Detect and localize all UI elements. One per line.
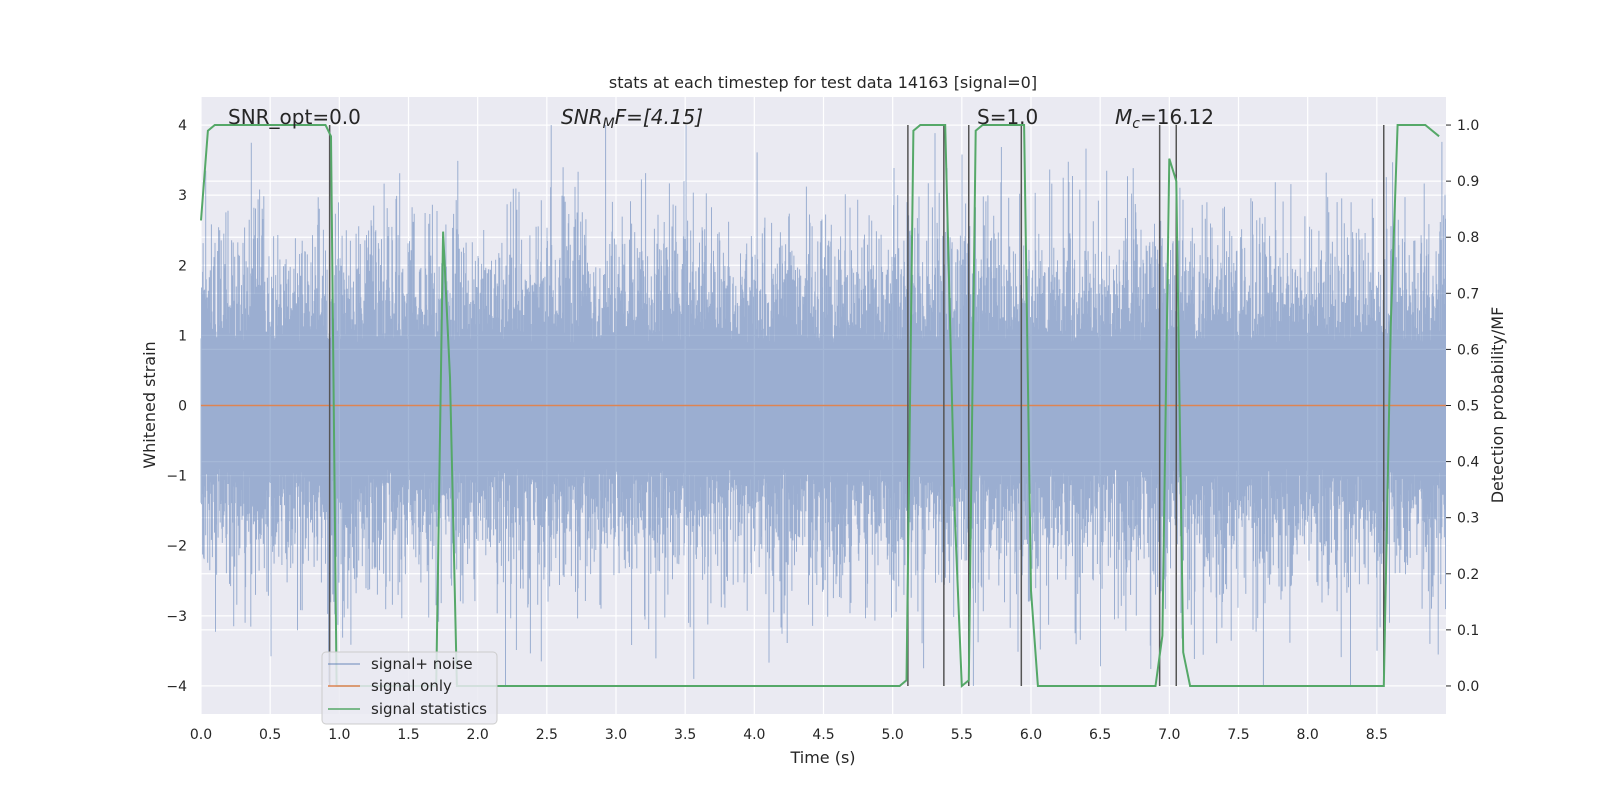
legend-label-noise: signal+ noise [371, 655, 473, 673]
y-tick-label: 0 [178, 399, 187, 415]
annotation-snr-mf: SNRMF=[4.15] [561, 105, 703, 132]
y2-tick-label: 0.6 [1457, 342, 1479, 358]
y2-tick-label: 0.4 [1457, 455, 1479, 471]
y-axis-label: Whitened strain [140, 341, 159, 468]
x-tick-label: 8.0 [1297, 727, 1319, 743]
y-tick-label: −2 [166, 539, 187, 555]
y2-axis-label: Detection probability/MF [1488, 307, 1507, 504]
y-tick-label: 4 [178, 118, 187, 134]
y2-tick-label: 0.8 [1457, 230, 1479, 246]
y-tick-label: −4 [166, 679, 187, 695]
x-tick-label: 6.5 [1089, 727, 1111, 743]
annotation-snr-opt: SNR_opt=0.0 [228, 105, 361, 129]
x-tick-label: 0.5 [259, 727, 281, 743]
x-tick-label: 1.0 [328, 727, 350, 743]
y-tick-label: −3 [166, 609, 187, 625]
mc-sub: c [1132, 116, 1140, 132]
y-tick-label: −1 [166, 469, 187, 485]
y-tick-label: 2 [178, 258, 187, 274]
x-tick-label: 8.5 [1366, 727, 1388, 743]
noise-trace [200, 125, 1446, 686]
y2-tick-label: 0.5 [1457, 399, 1479, 415]
legend-label-stats: signal statistics [371, 700, 487, 718]
y2-tick-label: 0.1 [1457, 623, 1479, 639]
x-tick-label: 5.5 [951, 727, 973, 743]
legend-box [321, 651, 498, 725]
x-tick-label: 4.0 [743, 727, 765, 743]
y-tick-label: 1 [178, 328, 187, 344]
y2-tick-label: 0.0 [1457, 679, 1479, 695]
snr-mf-sub: M [603, 116, 615, 132]
x-tick-label: 3.5 [674, 727, 696, 743]
chart-title: stats at each timestep for test data 141… [609, 73, 1037, 92]
y2-tick-label: 0.9 [1457, 174, 1479, 190]
x-tick-label: 2.0 [467, 727, 489, 743]
x-tick-label: 7.0 [1158, 727, 1180, 743]
x-axis-ticks: 0.0 0.5 1.0 1.5 2.0 2.5 3.0 3.5 4.0 4.5 5.0 5.5 6.0 6… [190, 727, 1388, 743]
y2-tick-label: 1.0 [1457, 118, 1479, 134]
mc-rest: =16.12 [1140, 105, 1214, 129]
mc-main: M [1115, 105, 1132, 129]
x-tick-label: 0.0 [190, 727, 212, 743]
x-tick-label: 6.0 [1020, 727, 1042, 743]
signal-noise-series [200, 125, 1446, 686]
annotation-s: S=1.0 [977, 105, 1038, 129]
x-tick-label: 7.5 [1227, 727, 1249, 743]
x-axis-label: Time (s) [789, 748, 855, 767]
x-tick-label: 5.0 [882, 727, 904, 743]
snr-mf-rest: F=[4.15] [615, 105, 703, 129]
y-axis-ticks: 4 3 2 1 0 −1 −2 −3 −4 [166, 118, 187, 695]
x-tick-label: 2.5 [536, 727, 558, 743]
x-tick-label: 4.5 [812, 727, 834, 743]
y2-tick-label: 0.7 [1457, 286, 1479, 302]
legend: signal+ noise signal only signal statist… [321, 651, 498, 725]
y2-tick-label: 0.2 [1457, 567, 1479, 583]
y-tick-label: 3 [178, 188, 187, 204]
y2-axis-ticks: 1.0 0.9 0.8 0.7 0.6 0.5 0.4 0.3 0.2 0.1 0.0 [1446, 118, 1479, 695]
x-tick-label: 1.5 [397, 727, 419, 743]
snr-mf-main: SNR [561, 105, 603, 129]
y2-tick-label: 0.3 [1457, 511, 1479, 527]
x-tick-label: 3.0 [605, 727, 627, 743]
legend-label-signal: signal only [371, 677, 452, 695]
annotation-mc: Mc=16.12 [1115, 105, 1214, 132]
